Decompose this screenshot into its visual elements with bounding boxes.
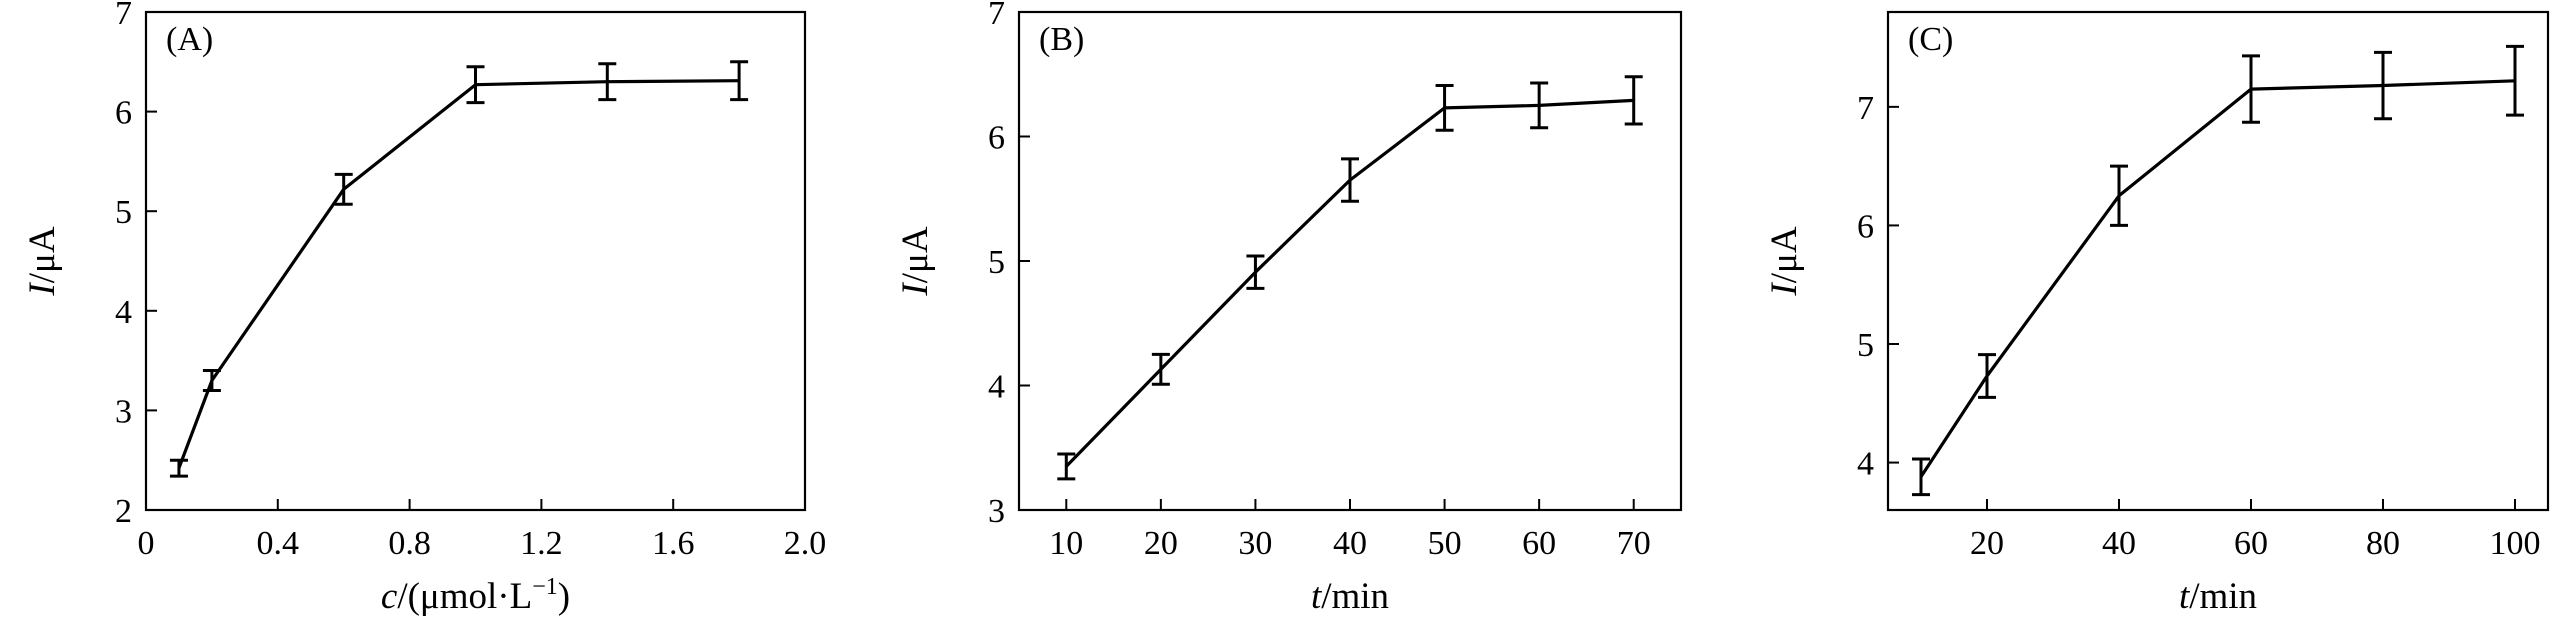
data-point-b-0 — [1057, 452, 1076, 481]
x-tick-label-c-4: 100 — [2490, 525, 2541, 562]
data-point-a-3 — [466, 65, 485, 105]
series-line-c — [1919, 79, 2516, 478]
x-axis-var-b: t — [1311, 576, 1323, 617]
x-axis-sup-a: −1 — [532, 574, 558, 600]
x-axis-var-c: t — [2179, 576, 2191, 617]
x-tick-label-b-3: 40 — [1333, 525, 1367, 562]
x-tick-label-b-0: 10 — [1049, 525, 1083, 562]
x-tick-label-b-5: 60 — [1522, 525, 1556, 562]
plot-frame-b — [1017, 10, 1683, 512]
x-tick-label-c-0: 20 — [1970, 525, 2004, 562]
data-point-b-6 — [1624, 75, 1643, 126]
y-axis-unit-b: /μA — [895, 226, 936, 283]
plot-frame-a — [144, 10, 807, 512]
x-axis-close-a: ) — [558, 576, 570, 617]
panel-c: 20 40 60 80 100 4 5 6 7 (C) t/min I/μA — [1764, 10, 2550, 617]
x-tick-label-a-0: 0 — [138, 525, 155, 562]
x-tick-label-a-4: 1.6 — [652, 525, 695, 562]
panel-label-c: (C) — [1908, 21, 1953, 58]
y-tick-label-a-3: 5 — [115, 194, 132, 231]
data-point-b-5 — [1530, 81, 1549, 130]
data-point-b-4 — [1435, 83, 1454, 132]
data-point-b-2 — [1246, 254, 1265, 290]
x-tick-label-b-4: 50 — [1428, 525, 1462, 562]
x-tick-label-c-1: 40 — [2102, 525, 2136, 562]
panel-a: 0 0.4 0.8 1.2 1.6 2.0 2 3 4 5 6 7 (A) c/(μmol·L−1) I/μ… — [22, 0, 826, 617]
y-tick-label-c-2: 6 — [1857, 208, 1874, 245]
data-point-b-1 — [1151, 352, 1170, 386]
series-line-a — [177, 79, 740, 469]
data-point-c-5 — [2506, 44, 2524, 117]
y-tick-label-a-2: 4 — [115, 294, 132, 331]
y-tick-label-a-0: 2 — [115, 493, 132, 530]
y-tick-label-c-0: 4 — [1857, 446, 1874, 483]
x-axis-var-a: c — [381, 576, 398, 617]
y-axis-var-b: I — [895, 282, 936, 297]
data-point-a-0 — [169, 458, 188, 478]
data-point-b-3 — [1341, 157, 1359, 203]
y-tick-label-b-0: 3 — [988, 493, 1005, 530]
x-tick-label-a-3: 1.2 — [520, 525, 563, 562]
data-point-c-4 — [2374, 50, 2392, 121]
x-axis-unit-c: /min — [2189, 576, 2257, 617]
x-tick-label-b-1: 20 — [1144, 525, 1178, 562]
y-tick-label-b-4: 7 — [988, 0, 1005, 32]
data-point-a-4 — [598, 62, 617, 102]
x-tick-label-b-6: 70 — [1617, 525, 1651, 562]
data-point-c-1 — [1978, 353, 1996, 399]
x-axis-label-a: c/(μmol·L−1) — [381, 574, 570, 617]
x-axis-label-b: t/min — [1311, 576, 1389, 617]
x-axis-label-c: t/min — [2179, 576, 2257, 617]
y-axis-var-a: I — [22, 282, 63, 297]
y-axis-label-b: I/μA — [895, 226, 936, 296]
data-point-a-5 — [730, 60, 749, 102]
plot-frame-c — [1886, 10, 2550, 512]
data-point-c-3 — [2242, 54, 2260, 124]
data-point-c-2 — [2110, 164, 2128, 227]
x-axis-unit-b: /min — [1321, 576, 1389, 617]
data-point-c-0 — [1912, 457, 1930, 497]
y-tick-label-b-2: 5 — [988, 244, 1005, 281]
y-tick-label-a-1: 3 — [115, 393, 132, 430]
y-axis-unit-c: /μA — [1764, 226, 1805, 283]
y-tick-label-c-3: 7 — [1857, 90, 1874, 127]
y-tick-label-a-4: 6 — [115, 95, 132, 132]
y-axis-label-a: I/μA — [22, 226, 63, 296]
y-tick-label-b-1: 4 — [988, 369, 1005, 406]
panel-label-b: (B) — [1039, 21, 1084, 58]
series-line-b — [1065, 98, 1634, 468]
y-axis-unit-a: /μA — [22, 226, 63, 283]
panel-b: 10 20 30 40 50 60 70 3 4 5 6 7 (B) t/min I/μA — [895, 0, 1683, 617]
y-tick-label-b-3: 6 — [988, 120, 1005, 157]
x-tick-label-a-5: 2.0 — [784, 525, 827, 562]
data-point-a-1 — [202, 369, 221, 392]
x-tick-label-a-1: 0.4 — [257, 525, 300, 562]
panel-label-a: (A) — [166, 21, 213, 58]
x-tick-label-a-2: 0.8 — [388, 525, 431, 562]
y-tick-label-a-5: 7 — [115, 0, 132, 32]
y-tick-label-c-1: 5 — [1857, 327, 1874, 364]
x-axis-unit-a: /(μmol·L — [397, 576, 532, 617]
y-axis-var-c: I — [1764, 282, 1805, 297]
x-tick-label-b-2: 30 — [1238, 525, 1272, 562]
y-axis-label-c: I/μA — [1764, 226, 1805, 296]
data-point-a-2 — [334, 172, 353, 206]
x-tick-label-c-2: 60 — [2234, 525, 2268, 562]
x-tick-label-c-3: 80 — [2366, 525, 2400, 562]
